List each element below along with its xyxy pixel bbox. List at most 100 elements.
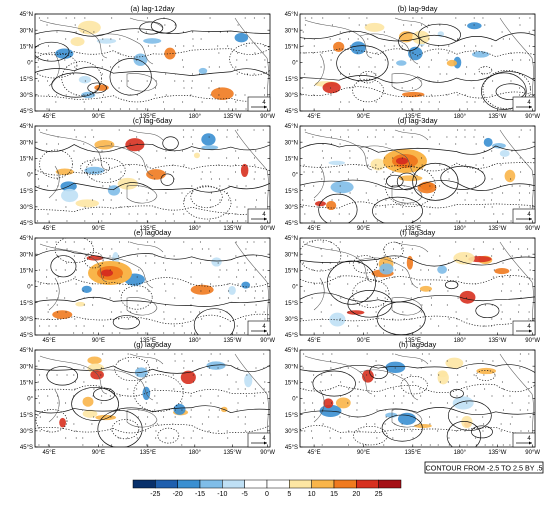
- latitude-label: 15°N: [285, 381, 298, 387]
- latitude-label: 15°N: [20, 45, 33, 51]
- latitude-label: 15°S: [285, 77, 298, 83]
- coastline: [391, 185, 423, 204]
- coastline: [94, 369, 154, 401]
- latitude-label: 30°S: [285, 317, 298, 323]
- colorbar: -25 -20 -15 -10 -5 0 5 10 15 20 25: [132, 479, 402, 498]
- coastline: [94, 33, 154, 65]
- coastline: [234, 17, 269, 111]
- positive-contour: [386, 174, 404, 188]
- longitude-label: 135°W: [223, 450, 241, 456]
- contour-line: [35, 249, 270, 262]
- longitude-label: 90°W: [525, 114, 540, 120]
- contour-line: [35, 385, 270, 397]
- coastline: [48, 53, 60, 87]
- coastline: [48, 165, 60, 199]
- coastline: [394, 353, 429, 365]
- negative-contour: [84, 251, 104, 269]
- contour-line: [35, 164, 270, 176]
- map-panel: (d) lag-3day 4 45°N 30°N 15°N 0° 15°S 30°S 45°S 4…: [285, 116, 541, 232]
- latitude-label: 45°S: [285, 109, 298, 115]
- longitude-label: 180°: [454, 338, 467, 344]
- longitude-label: 135°W: [223, 114, 241, 120]
- contour-note-box: CONTOUR FROM -2.5 TO 2.5 BY .5: [424, 461, 544, 474]
- latitude-label: 45°S: [20, 221, 33, 227]
- reference-vector-label: 4: [527, 100, 531, 106]
- colorbar-swatch: [222, 479, 245, 489]
- positive-contour: [449, 388, 464, 399]
- negative-contour: [385, 166, 436, 207]
- positive-anomaly-patch: [190, 284, 214, 295]
- longitude-label: 90°E: [357, 450, 370, 456]
- negative-contour: [300, 239, 342, 272]
- latitude-label: 15°N: [285, 45, 298, 51]
- colorbar-swatch: [199, 479, 223, 489]
- coastline: [234, 353, 269, 447]
- coastline: [48, 277, 60, 311]
- positive-anomaly-patch: [461, 415, 473, 429]
- map-content: [35, 238, 270, 335]
- latitude-label: 30°S: [285, 93, 298, 99]
- longitude-label: 135°E: [405, 226, 421, 232]
- negative-anomaly-patch: [78, 75, 92, 84]
- colorbar-label: 20: [352, 491, 360, 498]
- positive-anomaly-patch: [77, 20, 101, 35]
- longitude-label: 90°W: [260, 338, 275, 344]
- negative-anomaly-patch: [471, 51, 490, 58]
- negative-contour: [482, 69, 531, 110]
- contour-line: [35, 296, 270, 307]
- negative-contour: [120, 285, 153, 310]
- positive-anomaly-patch: [180, 370, 196, 385]
- contour-line: [35, 28, 270, 37]
- reference-vector-label: 4: [527, 212, 531, 218]
- panel-title: (f) lag3day: [400, 228, 436, 237]
- negative-anomaly-patch: [241, 281, 251, 289]
- positive-contour: [97, 410, 143, 447]
- longitude-label: 135°E: [140, 226, 156, 232]
- negative-contour: [478, 66, 493, 75]
- significance-dots: [302, 129, 531, 222]
- positive-contour: [471, 425, 493, 439]
- longitude-label: 45°E: [308, 338, 321, 344]
- positive-anomaly-patch: [322, 82, 341, 94]
- latitude-label: 0°: [292, 397, 298, 403]
- reference-vector: 4: [512, 320, 536, 336]
- contour-line: [35, 95, 270, 103]
- longitude-label: 45°E: [43, 226, 56, 232]
- negative-contour: [352, 255, 378, 274]
- contour-line: [300, 30, 535, 42]
- latitude-label: 30°N: [20, 364, 33, 370]
- negative-anomaly-patch: [453, 56, 462, 69]
- contour-line: [300, 363, 535, 373]
- significance-dots: [38, 241, 267, 334]
- longitude-label: 180°: [189, 226, 202, 232]
- colorbar-label: -15: [195, 491, 205, 498]
- coastline: [313, 389, 325, 423]
- latitude-label: 30°N: [285, 252, 298, 258]
- positive-contour: [398, 32, 420, 52]
- positive-contour: [326, 260, 376, 305]
- negative-anomaly-patch: [385, 412, 398, 418]
- negative-anomaly-patch: [143, 38, 162, 44]
- longitude-label: 135°E: [140, 338, 156, 344]
- reference-vector: 4: [512, 432, 536, 448]
- negative-contour: [183, 186, 232, 220]
- map-content: [300, 129, 535, 223]
- latitude-label: 0°: [27, 173, 33, 179]
- reference-vector: 4: [247, 96, 271, 112]
- coastline: [129, 17, 164, 29]
- positive-anomaly-patch: [446, 59, 458, 67]
- negative-anomaly-patch: [330, 181, 354, 194]
- latitude-label: 45°S: [285, 221, 298, 227]
- contour-line: [300, 162, 535, 172]
- coastline: [234, 129, 269, 223]
- positive-anomaly-patch: [240, 163, 249, 178]
- negative-anomaly-patch: [84, 166, 105, 175]
- map-content: [300, 353, 535, 447]
- negative-contour: [133, 374, 184, 412]
- coastline: [394, 129, 429, 141]
- latitude-label: 30°N: [285, 28, 298, 34]
- coastline: [129, 129, 164, 141]
- positive-anomaly-patch: [323, 398, 334, 409]
- latitude-label: 15°N: [20, 381, 33, 387]
